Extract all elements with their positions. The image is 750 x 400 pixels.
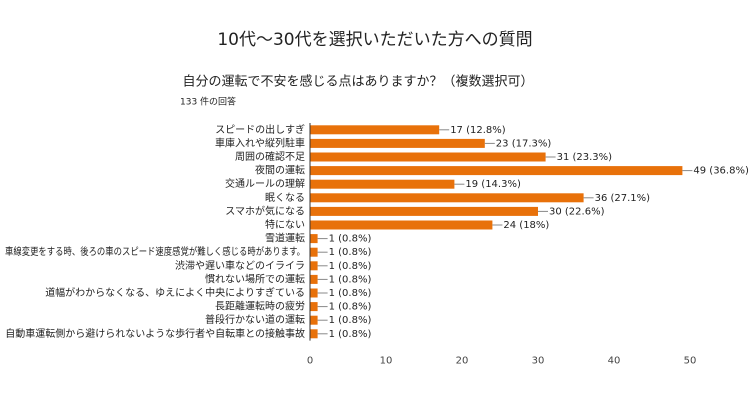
y-tick-label: スピードの出しすぎ: [215, 123, 305, 136]
y-tick-label: 普段行かない道の運転: [205, 313, 305, 326]
response-count: 133 件の回答: [180, 96, 236, 108]
bar: [310, 329, 318, 339]
y-tick-label: 眠くなる: [265, 192, 305, 204]
x-tick-label: 0: [307, 356, 313, 367]
value-label: 1 (0.8%): [329, 247, 372, 258]
bar: [310, 138, 485, 148]
value-label: 1 (0.8%): [329, 234, 372, 245]
bar: [310, 288, 318, 298]
y-tick-label: 車庫入れや縦列駐車: [215, 136, 305, 149]
x-tick-label: 20: [456, 356, 469, 367]
y-tick-label: 周囲の確認不足: [235, 150, 305, 163]
x-tick-label: 30: [532, 356, 545, 367]
y-tick-label: 夜間の運転: [255, 164, 305, 177]
y-tick-label: 車線変更をする時、後ろの車のスピード速度感覚が難しく感じる時があります。: [5, 245, 305, 258]
x-tick-label: 10: [380, 356, 393, 367]
x-tick-label: 40: [608, 356, 621, 367]
value-label: 30 (22.6%): [549, 206, 605, 217]
y-tick-label: 交通ルールの理解: [225, 177, 305, 190]
value-label: 49 (36.8%): [693, 166, 749, 177]
y-tick-label: 道幅がわからなくなる、ゆえによく中央によりすぎている: [45, 286, 305, 299]
value-label: 31 (23.3%): [557, 152, 613, 163]
value-label: 19 (14.3%): [465, 179, 521, 190]
bar: [310, 125, 440, 135]
bar: [310, 247, 318, 257]
bar: [310, 261, 318, 271]
bar: [310, 302, 318, 312]
bar: [310, 152, 546, 162]
y-tick-label: 渋滞や遅い車などのイライラ: [175, 259, 305, 272]
bar: [310, 220, 493, 230]
bar: [310, 234, 318, 244]
x-tick-label: 50: [684, 356, 697, 367]
y-tick-label: 自動車運転側から避けられないような歩行者や自転車との接触事故: [5, 327, 305, 340]
bar: [310, 274, 318, 284]
value-label: 1 (0.8%): [329, 288, 372, 299]
value-label: 23 (17.3%): [496, 138, 552, 149]
bar: [310, 206, 538, 216]
y-tick-label: 特にない: [265, 219, 305, 231]
bar: [310, 166, 683, 176]
chart-title: 10代～30代を選択いただいた方への質問: [217, 30, 532, 50]
y-tick-label: スマホが気になる: [225, 204, 305, 217]
value-label: 1 (0.8%): [329, 329, 372, 340]
y-tick-label: 雪道運転: [265, 232, 305, 245]
value-label: 24 (18%): [503, 220, 549, 231]
bar: [310, 193, 584, 203]
value-label: 1 (0.8%): [329, 315, 372, 326]
value-label: 1 (0.8%): [329, 302, 372, 313]
value-label: 1 (0.8%): [329, 274, 372, 285]
y-tick-label: 長距離運転時の疲労: [215, 300, 305, 313]
y-tick-label: 慣れない場所での運転: [205, 272, 305, 285]
value-label: 1 (0.8%): [329, 261, 372, 272]
value-label: 17 (12.8%): [450, 125, 506, 136]
value-label: 36 (27.1%): [595, 193, 651, 204]
bar: [310, 315, 318, 325]
chart-subtitle: 自分の運転で不安を感じる点はありますか？（複数選択可）: [182, 74, 533, 90]
bar: [310, 179, 455, 189]
